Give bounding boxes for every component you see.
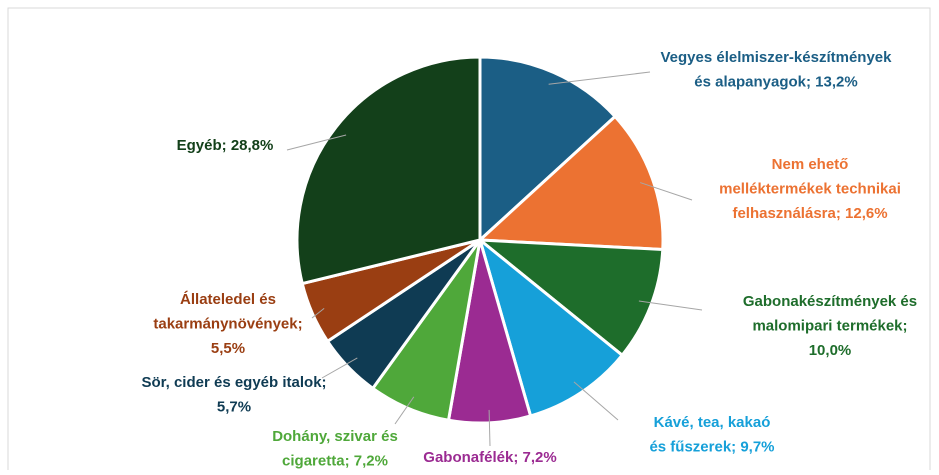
data-label: Vegyes élelmiszer-készítmények	[661, 49, 893, 66]
pie-slice	[478, 55, 618, 244]
leader-line	[548, 71, 651, 85]
data-label: 5,5%	[211, 340, 245, 357]
pie-slice	[475, 238, 665, 358]
data-label: 10,0%	[809, 342, 852, 359]
data-label: és fűszerek; 9,7%	[649, 438, 774, 455]
leader-line	[394, 396, 415, 425]
leader-line	[640, 182, 693, 201]
pie-slice	[476, 114, 665, 252]
leader-line	[488, 409, 491, 447]
data-label: Dohány, szivar és	[272, 428, 398, 445]
data-label: takarmánynövények;	[153, 315, 302, 332]
pie-slice	[477, 235, 625, 418]
leader-line	[311, 307, 325, 319]
data-label: és alapanyagok; 13,2%	[694, 73, 857, 90]
leader-line	[286, 134, 347, 151]
leader-line	[638, 300, 703, 311]
data-label: cigaretta; 7,2%	[282, 452, 388, 469]
data-label: malomipari termékek;	[752, 317, 907, 334]
data-label: Nem ehető	[772, 156, 849, 173]
leader-line	[573, 381, 619, 421]
data-label: Sör, cider és egyéb italok;	[141, 374, 326, 391]
data-label: Gabonafélék; 7,2%	[423, 449, 556, 466]
data-label: Egyéb; 28,8%	[177, 137, 274, 154]
data-label: Gabonakészítmények és	[743, 293, 917, 310]
leader-line	[321, 357, 358, 379]
data-label: Kávé, tea, kakaó	[654, 414, 771, 431]
data-label: Állateledel és	[180, 291, 276, 308]
data-label: felhasználásra; 12,6%	[732, 205, 887, 222]
pie-slice	[295, 55, 482, 286]
data-label: melléktermékek technikai	[719, 180, 901, 197]
chart-frame	[7, 7, 931, 475]
data-label: 5,7%	[217, 398, 251, 415]
